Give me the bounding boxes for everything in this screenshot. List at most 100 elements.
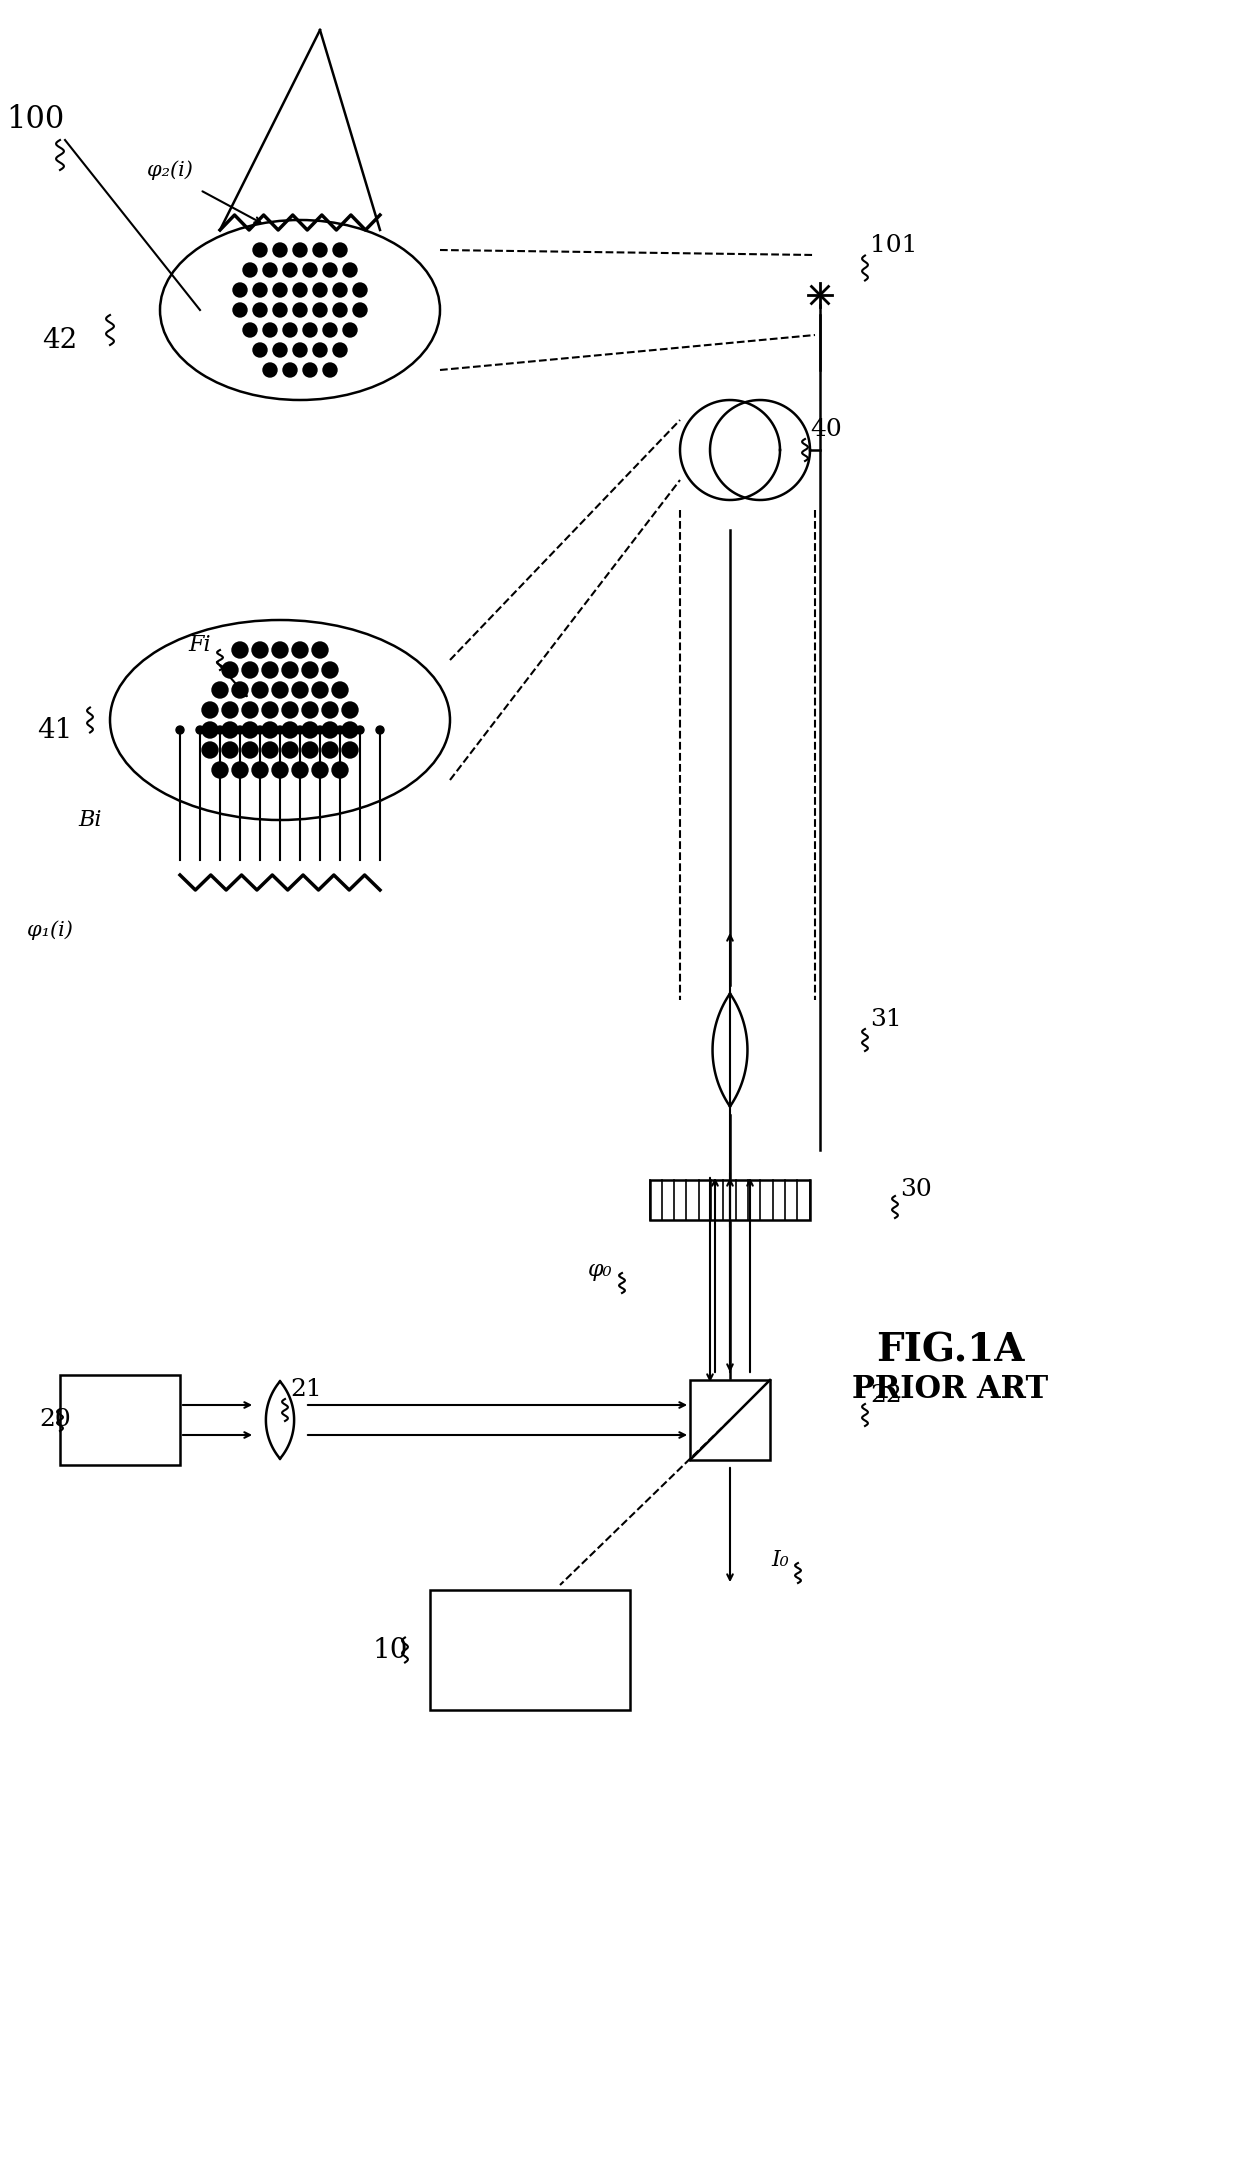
Circle shape xyxy=(303,742,317,758)
Circle shape xyxy=(222,723,238,738)
Circle shape xyxy=(293,244,308,257)
Text: φ₁(i): φ₁(i) xyxy=(27,921,73,940)
Circle shape xyxy=(322,364,337,377)
Circle shape xyxy=(232,681,248,699)
Circle shape xyxy=(222,701,238,718)
Circle shape xyxy=(322,701,339,718)
Circle shape xyxy=(263,263,277,276)
Circle shape xyxy=(312,303,327,318)
Text: 100: 100 xyxy=(6,104,64,135)
Circle shape xyxy=(334,244,347,257)
Circle shape xyxy=(322,322,337,337)
Circle shape xyxy=(272,762,288,777)
Circle shape xyxy=(222,662,238,677)
Circle shape xyxy=(312,244,327,257)
Circle shape xyxy=(303,263,317,276)
Circle shape xyxy=(263,364,277,377)
Circle shape xyxy=(202,701,218,718)
Circle shape xyxy=(342,742,358,758)
Bar xyxy=(689,1380,770,1461)
Text: Bi: Bi xyxy=(78,810,102,832)
Circle shape xyxy=(273,244,286,257)
Circle shape xyxy=(233,303,247,318)
Circle shape xyxy=(252,762,268,777)
Bar xyxy=(60,1376,180,1465)
Circle shape xyxy=(283,322,298,337)
Circle shape xyxy=(316,725,324,734)
Circle shape xyxy=(343,263,357,276)
Circle shape xyxy=(293,344,308,357)
Circle shape xyxy=(277,725,284,734)
Circle shape xyxy=(243,322,257,337)
Circle shape xyxy=(293,303,308,318)
Text: PRIOR ART: PRIOR ART xyxy=(852,1374,1048,1406)
Circle shape xyxy=(281,662,298,677)
Circle shape xyxy=(343,322,357,337)
Circle shape xyxy=(202,723,218,738)
Circle shape xyxy=(312,344,327,357)
Circle shape xyxy=(253,244,267,257)
Circle shape xyxy=(312,642,329,657)
Circle shape xyxy=(291,642,308,657)
Text: Fi: Fi xyxy=(188,634,211,655)
Bar xyxy=(430,1589,630,1709)
Circle shape xyxy=(263,322,277,337)
Text: 30: 30 xyxy=(900,1178,931,1202)
Circle shape xyxy=(291,681,308,699)
Circle shape xyxy=(253,283,267,296)
Circle shape xyxy=(303,662,317,677)
Text: φ₀: φ₀ xyxy=(588,1258,613,1280)
Circle shape xyxy=(312,762,329,777)
Circle shape xyxy=(176,725,184,734)
Circle shape xyxy=(262,723,278,738)
Text: φ₂(i): φ₂(i) xyxy=(148,161,193,181)
Circle shape xyxy=(281,742,298,758)
Circle shape xyxy=(376,725,384,734)
Text: I₀: I₀ xyxy=(771,1550,789,1572)
Circle shape xyxy=(212,681,228,699)
Circle shape xyxy=(273,303,286,318)
Text: 101: 101 xyxy=(870,233,918,257)
Text: 22: 22 xyxy=(870,1385,901,1406)
Text: 10: 10 xyxy=(372,1637,408,1663)
Circle shape xyxy=(322,742,339,758)
Circle shape xyxy=(353,303,367,318)
Circle shape xyxy=(233,283,247,296)
Circle shape xyxy=(291,762,308,777)
Circle shape xyxy=(303,322,317,337)
Circle shape xyxy=(332,762,348,777)
Circle shape xyxy=(232,762,248,777)
Circle shape xyxy=(262,701,278,718)
Text: 40: 40 xyxy=(810,418,842,442)
Circle shape xyxy=(334,283,347,296)
Circle shape xyxy=(202,742,218,758)
Circle shape xyxy=(242,723,258,738)
Circle shape xyxy=(242,662,258,677)
Circle shape xyxy=(334,303,347,318)
Circle shape xyxy=(243,263,257,276)
Circle shape xyxy=(222,742,238,758)
Circle shape xyxy=(242,701,258,718)
Text: 20: 20 xyxy=(40,1409,71,1432)
Circle shape xyxy=(272,681,288,699)
Circle shape xyxy=(303,364,317,377)
Circle shape xyxy=(312,283,327,296)
Circle shape xyxy=(196,725,205,734)
Circle shape xyxy=(322,662,339,677)
Circle shape xyxy=(281,723,298,738)
Circle shape xyxy=(273,344,286,357)
Circle shape xyxy=(332,681,348,699)
Text: 31: 31 xyxy=(870,1008,901,1032)
Circle shape xyxy=(342,723,358,738)
Text: 42: 42 xyxy=(42,327,78,353)
Circle shape xyxy=(342,701,358,718)
Circle shape xyxy=(262,662,278,677)
Circle shape xyxy=(281,701,298,718)
Circle shape xyxy=(273,283,286,296)
Circle shape xyxy=(353,283,367,296)
Circle shape xyxy=(303,701,317,718)
Circle shape xyxy=(212,762,228,777)
Circle shape xyxy=(216,725,224,734)
Text: FIG.1A: FIG.1A xyxy=(875,1330,1024,1369)
Circle shape xyxy=(336,725,343,734)
